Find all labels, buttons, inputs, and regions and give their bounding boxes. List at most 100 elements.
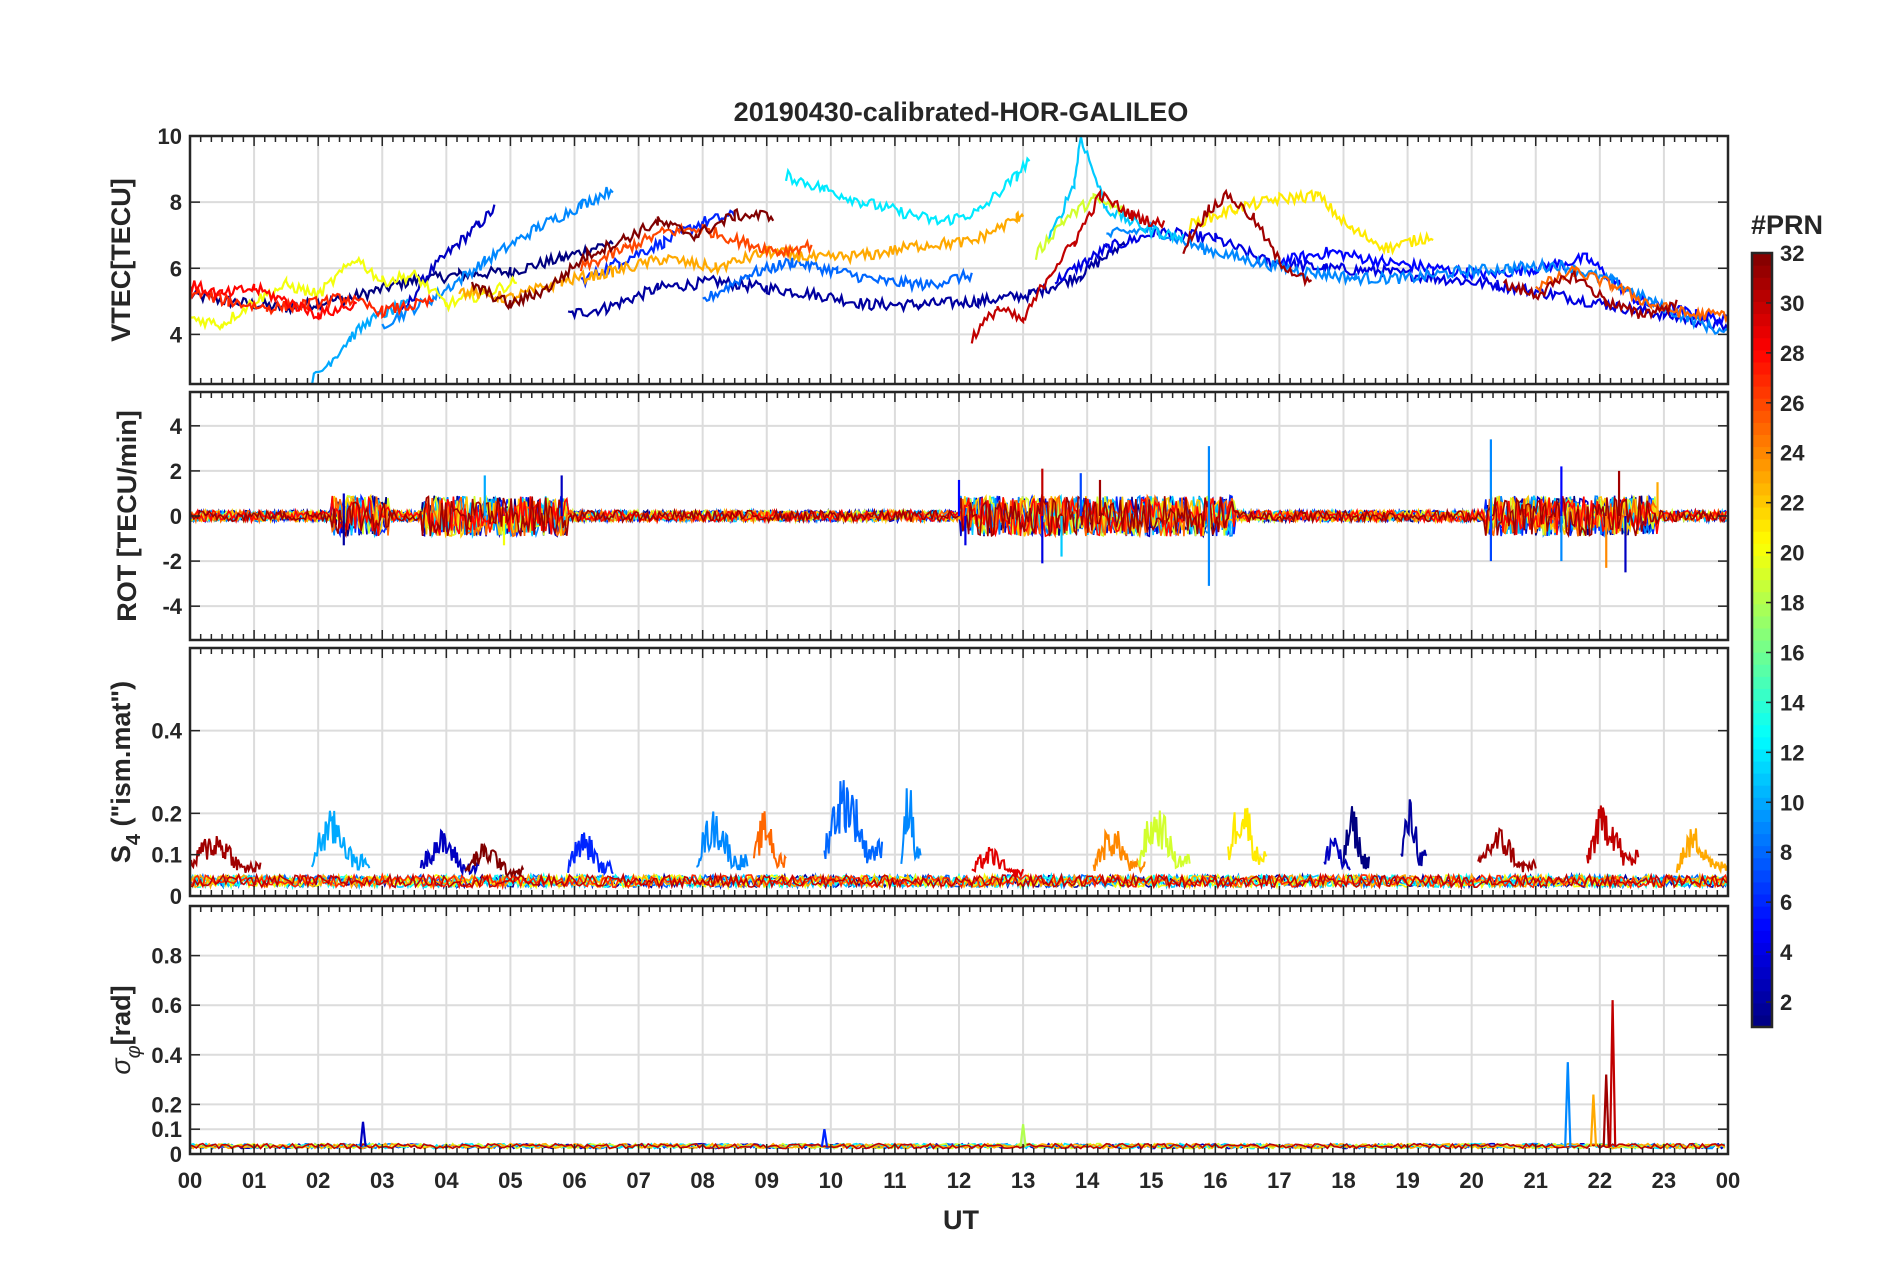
y-axis-label-vtec: VTEC[TECU] — [106, 178, 136, 342]
panel-frame — [188, 134, 1730, 386]
y-tick-label: 0.4 — [151, 719, 182, 744]
panel-rot: -4 -2 0 2 4 — [162, 390, 1730, 642]
colorbar-swatch — [1752, 555, 1772, 569]
colorbar-swatch — [1752, 785, 1772, 798]
y-label-main: S — [106, 845, 136, 863]
y-tick-label: 0 — [170, 504, 182, 529]
colorbar-swatch — [1752, 966, 1772, 980]
y-tick-label: 0 — [170, 1142, 182, 1167]
x-tick-label: 08 — [690, 1168, 714, 1193]
colorbar-frame — [1750, 251, 1774, 1029]
panel-frame — [188, 646, 1730, 898]
s4-burst-prn-23 — [1675, 828, 1728, 875]
colorbar-swatch — [1752, 881, 1772, 895]
x-tick-label: 12 — [947, 1168, 971, 1193]
y-tick-label: -4 — [162, 594, 182, 619]
colorbar-swatch — [1752, 954, 1772, 968]
y-tick-label: 6 — [170, 256, 182, 281]
y-tick-label: 8 — [170, 190, 182, 215]
s4-burst-prn-25 — [752, 811, 787, 870]
colorbar-tick-label: 26 — [1780, 391, 1804, 416]
y-tick-label: 0.1 — [151, 1117, 182, 1142]
colorbar-swatch — [1752, 591, 1772, 605]
x-tick-label: 23 — [1652, 1168, 1676, 1193]
s4-baseline-prn-27 — [190, 872, 1728, 891]
colorbar-swatch — [1752, 857, 1772, 871]
colorbar-swatch — [1752, 470, 1772, 484]
y-tick-label: 0.2 — [151, 1092, 182, 1117]
colorbar-tick-label: 16 — [1780, 640, 1804, 665]
colorbar-tick-label: 10 — [1780, 790, 1804, 815]
colorbar-swatch — [1752, 893, 1772, 907]
colorbar-swatch — [1752, 700, 1772, 714]
x-tick-label: 04 — [434, 1168, 459, 1193]
panel-sigma_phi: 00.10.2 0.4 0.6 0.8 — [151, 904, 1730, 1167]
colorbar-swatch — [1752, 579, 1772, 593]
colorbar-swatch — [1752, 821, 1772, 835]
colorbar-swatch — [1752, 615, 1772, 629]
s4-burst-prn-3 — [1323, 836, 1351, 871]
vtec-series-prn-12 — [784, 156, 1031, 227]
y-tick-label: 0 — [170, 884, 182, 909]
colorbar-swatch — [1752, 325, 1772, 339]
vtec-series-prn-25 — [1535, 265, 1728, 324]
x-tick-label: 20 — [1459, 1168, 1483, 1193]
x-tick-label: 11 — [883, 1168, 906, 1193]
s4-burst-prn-21 — [1227, 807, 1268, 865]
colorbar-swatch — [1752, 434, 1772, 448]
colorbar-tick-label: 14 — [1780, 690, 1805, 715]
sigma-spike-prn-18 — [1019, 1124, 1027, 1147]
y-tick-label: 0.8 — [151, 944, 182, 969]
vtec-series-prn-28 — [190, 279, 358, 321]
panel-frame — [188, 390, 1730, 642]
vtec-series-prn-20 — [190, 255, 517, 332]
y-label-sub: φ — [123, 1045, 145, 1058]
s4-burst-prn-29 — [971, 846, 1025, 879]
s4-burst-prn-2 — [1400, 799, 1428, 867]
colorbar-swatch — [1752, 361, 1772, 375]
y-tick-label: 0.6 — [151, 993, 182, 1018]
colorbar-swatch — [1752, 918, 1772, 931]
vtec-series-prn-27 — [190, 286, 434, 320]
sigma-spike-prn-9 — [1564, 1062, 1572, 1147]
y-tick-label: 4 — [170, 322, 183, 347]
x-tick-label: 01 — [242, 1168, 266, 1193]
x-tick-label: 00 — [1716, 1168, 1740, 1193]
colorbar-tick-label: 18 — [1780, 591, 1804, 616]
s4-burst-prn-8 — [823, 780, 884, 864]
colorbar-swatch — [1752, 930, 1772, 943]
colorbar-swatch — [1752, 797, 1772, 810]
colorbar-swatch — [1752, 410, 1772, 423]
panel-frame — [188, 904, 1730, 1156]
data-layer — [190, 439, 1727, 586]
x-tick-label: 02 — [306, 1168, 330, 1193]
x-tick-label: 10 — [819, 1168, 843, 1193]
x-tick-label: 06 — [562, 1168, 586, 1193]
y-tick-label: 0.4 — [151, 1043, 182, 1068]
s4-burst-prn-31 — [1477, 827, 1537, 873]
s4-burst-prn-19 — [1137, 810, 1191, 870]
colorbar-swatch — [1752, 506, 1772, 520]
x-tick-label: 07 — [626, 1168, 650, 1193]
y-tick-label: -2 — [162, 549, 182, 574]
colorbar-swatch — [1752, 1014, 1772, 1028]
x-tick-label: 16 — [1203, 1168, 1227, 1193]
vtec-series-prn-19 — [1034, 192, 1127, 260]
colorbar-swatch — [1752, 603, 1772, 617]
vtec-series-prn-31 — [1182, 188, 1313, 288]
x-tick-label: 17 — [1267, 1168, 1291, 1193]
chart-title: 20190430-calibrated-HOR-GALILEO — [734, 97, 1189, 127]
y-axis-label-sigma_phi: σφ[rad] — [106, 985, 145, 1074]
colorbar-swatch — [1752, 494, 1772, 508]
s4-burst-prn-24 — [1092, 828, 1146, 874]
colorbar-swatch — [1752, 869, 1772, 883]
panel-vtec: 4 6 8 10 — [158, 124, 1730, 386]
colorbar-tick-label: 22 — [1780, 491, 1804, 516]
vtec-series-prn-31 — [1502, 270, 1678, 320]
colorbar-tick-label: 2 — [1780, 990, 1792, 1015]
colorbar-swatch — [1752, 422, 1772, 436]
vtec-series-prn-32 — [470, 207, 775, 311]
y-axis-label-s4: S4 ("ism.mat") — [106, 681, 145, 863]
colorbar-swatch — [1752, 845, 1772, 859]
